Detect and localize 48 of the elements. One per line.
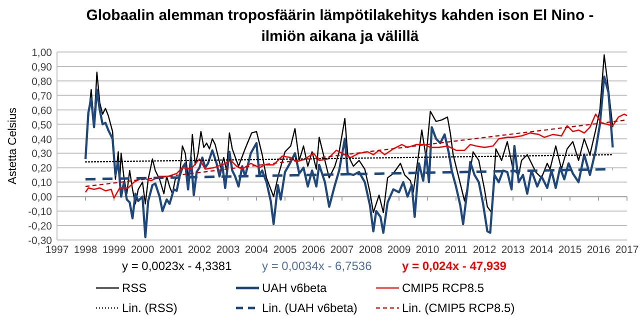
y-tick-label: -0,30 (28, 235, 52, 247)
y-tick-label: 0,70 (32, 90, 52, 102)
text: y = 0,0034x - 6,7536 (262, 259, 372, 273)
legend-label: CMIP5 RCP8.5 (402, 281, 484, 295)
y-axis-title: Astetta Celsius (7, 107, 19, 184)
x-tick-label: 2000 (130, 244, 154, 256)
y-tick-label: 0,30 (32, 148, 52, 160)
legend-label: UAH v6beta (262, 281, 328, 295)
y-tick-label: -0,10 (28, 206, 52, 218)
line-series (84, 114, 628, 199)
x-tick-label: 2006 (302, 244, 326, 256)
x-tick-label: 2014 (530, 244, 554, 256)
x-tick-label: 2001 (159, 244, 183, 256)
y-tick-label: 0,60 (32, 104, 52, 117)
x-tick-label: 2005 (273, 244, 297, 256)
y-tick-label: 0,40 (32, 134, 52, 146)
y-tick-label: 0,00 (32, 192, 52, 204)
y-tick-label: 0,20 (32, 162, 52, 175)
x-tick-label: 1998 (74, 244, 98, 256)
x-tick-label: 1997 (45, 244, 69, 256)
x-tick-label: 2002 (188, 244, 212, 256)
legend-label: Lin. (CMIP5 RCP8.5) (402, 301, 515, 315)
x-tick-label: 2003 (216, 244, 240, 256)
x-tick-label: 2010 (416, 244, 440, 256)
legend-label: Lin. (UAH v6beta) (262, 301, 358, 315)
x-tick-label: 2009 (387, 244, 411, 256)
legend-label: Lin. (RSS) (122, 301, 178, 315)
x-tick-label: 2008 (358, 244, 382, 256)
chart-title: Globaalin alemman troposfäärin lämpötilakehitys kahden ison El Nino - ilmiön aikana ja välillä (86, 7, 594, 45)
line-series (84, 75, 614, 238)
x-tick-label: 2017 (615, 244, 639, 256)
y-tick-label: 1,00 (32, 47, 52, 59)
x-tick-label: 2004 (244, 244, 268, 256)
x-tick-label: 2016 (586, 244, 610, 256)
y-tick-label: -0,20 (28, 220, 52, 233)
y-tick-label: 0,90 (32, 61, 52, 74)
x-tick-label: 2011 (444, 244, 468, 256)
y-tick-label: 0,80 (32, 76, 52, 88)
x-tick-label: 2012 (472, 244, 496, 256)
x-tick-label: 2007 (330, 244, 354, 256)
y-tick-label: 0,10 (32, 177, 52, 190)
legend-label: RSS (122, 281, 147, 295)
x-tick-label: 2015 (558, 244, 582, 256)
text: y = 0,0023x - 4,3381 (122, 259, 232, 273)
text: y = 0,024x - 47,939 (402, 259, 507, 273)
y-tick-label: 0,50 (32, 119, 52, 132)
x-tick-label: 1999 (102, 244, 126, 256)
x-tick-label: 2013 (501, 244, 525, 256)
